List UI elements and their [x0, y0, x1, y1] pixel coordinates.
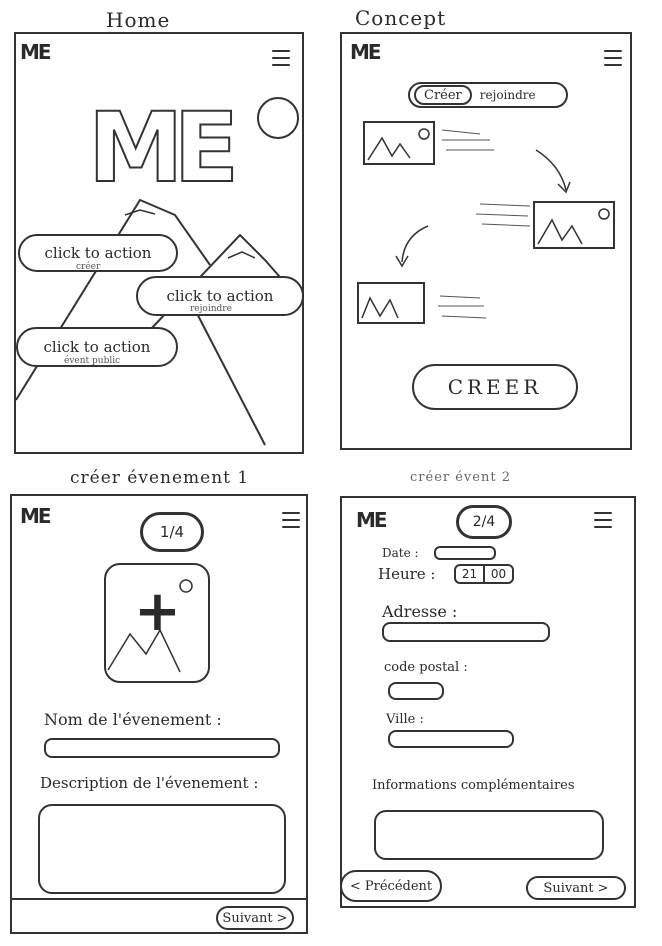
create2-time-label: Heure :	[378, 565, 436, 583]
create1-name-input[interactable]	[44, 738, 280, 758]
home-title: Home	[106, 8, 171, 32]
home-cta-public-sub: évent public	[64, 356, 121, 366]
create2-step-indicator: 2/4	[456, 505, 512, 539]
create1-description-textarea[interactable]	[38, 804, 286, 894]
create2-city-input[interactable]	[388, 730, 514, 748]
create1-title: créer évenement 1	[70, 468, 250, 488]
concept-tab-join[interactable]: rejoindre	[479, 88, 536, 102]
arrow-icon	[535, 149, 567, 191]
create1-image-picker[interactable]	[104, 563, 210, 683]
home-cta-public-label: click to action	[43, 338, 151, 356]
create1-step-indicator: 1/4	[140, 512, 204, 552]
create1-description-label: Description de l'évenement :	[40, 774, 259, 792]
concept-logo[interactable]: ME	[350, 40, 382, 64]
create2-menu-icon[interactable]	[594, 512, 612, 528]
create2-postal-input[interactable]	[388, 682, 444, 700]
create2-city-label: Ville :	[386, 712, 424, 727]
create2-title: créer évent 2	[410, 470, 511, 485]
concept-image-2	[533, 201, 615, 249]
concept-create-button[interactable]: CREER	[412, 364, 578, 410]
add-image-icon[interactable]: +	[134, 579, 181, 644]
home-menu-icon[interactable]	[272, 50, 290, 66]
home-cta-join-label: click to action	[166, 287, 274, 305]
home-logo[interactable]: ME	[20, 40, 52, 64]
create1-menu-icon[interactable]	[282, 512, 300, 528]
concept-create-button-label: CREER	[447, 375, 543, 399]
create1-logo[interactable]: ME	[20, 504, 52, 528]
create2-postal-label: code postal :	[384, 660, 468, 675]
concept-tab-create[interactable]: Créer	[414, 85, 472, 105]
mountain-left	[15, 198, 211, 401]
create2-time-minutes[interactable]: 00	[490, 567, 507, 581]
home-cta-create-label: click to action	[44, 244, 152, 262]
concept-image-1	[363, 121, 435, 165]
home-cta-join-sub: rejoindre	[190, 304, 232, 314]
create1-next-button[interactable]: Suivant >	[216, 906, 294, 930]
home-cta-join[interactable]: click to action	[136, 276, 304, 316]
create2-address-input[interactable]	[382, 622, 550, 642]
create2-date-label: Date :	[382, 546, 419, 560]
create2-step-text: 2/4	[472, 514, 496, 530]
home-big-logo: ME	[87, 92, 240, 204]
create2-prev-button[interactable]: < Précédent	[340, 870, 442, 902]
home-cta-public[interactable]: click to action	[16, 327, 178, 367]
create2-address-label: Adresse :	[382, 602, 458, 621]
create1-step-text: 1/4	[159, 523, 185, 541]
create1-name-label: Nom de l'évenement :	[44, 710, 222, 729]
create2-date-input[interactable]	[434, 546, 496, 560]
home-cta-create-sub: créer	[76, 262, 101, 272]
concept-title: Concept	[355, 6, 447, 30]
home-cta-create[interactable]: click to action	[18, 234, 178, 272]
create2-info-textarea[interactable]	[374, 810, 604, 860]
create2-next-button[interactable]: Suivant >	[526, 876, 626, 900]
mountain-slope	[189, 299, 266, 446]
sun-icon	[257, 97, 299, 139]
concept-tab-bar: Créer rejoindre	[408, 82, 568, 108]
arrow-icon	[401, 225, 429, 263]
create2-logo[interactable]: ME	[356, 508, 388, 532]
create2-time-input[interactable]: 21 00	[454, 564, 514, 584]
create1-footer-divider	[10, 898, 308, 900]
concept-menu-icon[interactable]	[604, 50, 622, 66]
create2-time-hours[interactable]: 21	[456, 566, 485, 582]
concept-image-3	[357, 282, 425, 324]
create2-info-label: Informations complémentaires	[372, 778, 575, 793]
